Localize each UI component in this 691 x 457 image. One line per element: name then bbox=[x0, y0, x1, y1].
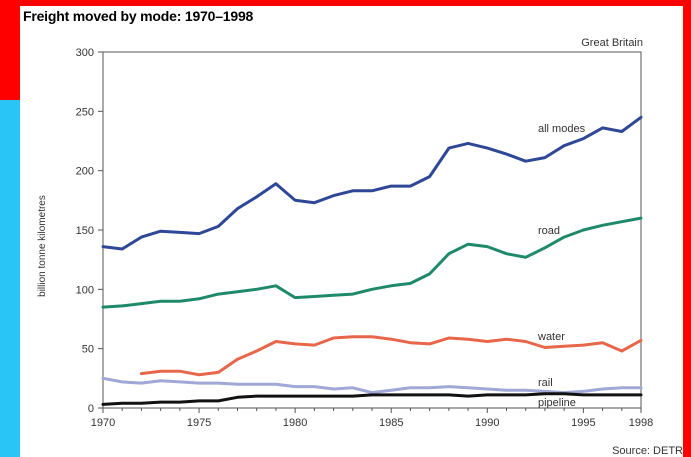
series-label-rail: rail bbox=[538, 377, 553, 389]
y-axis-label: billion tonne kilometres bbox=[37, 195, 48, 297]
x-tick-label: 1975 bbox=[187, 417, 211, 429]
series-line-water bbox=[139, 335, 643, 377]
series-label-pipeline: pipeline bbox=[538, 397, 576, 409]
x-tick-label: 1970 bbox=[91, 417, 115, 429]
y-tick-label: 50 bbox=[82, 344, 94, 356]
series-label-water: water bbox=[537, 331, 565, 343]
series-line-all-modes bbox=[101, 115, 643, 251]
y-tick-label: 200 bbox=[76, 166, 94, 178]
x-tick-label: 1980 bbox=[283, 417, 307, 429]
plot-frame bbox=[102, 51, 642, 409]
chart-source: Source: DETR bbox=[612, 445, 683, 457]
right-frame-border bbox=[683, 0, 691, 457]
y-tick-label: 0 bbox=[88, 403, 94, 415]
series-label-road: road bbox=[538, 225, 560, 237]
chart-subtitle: Great Britain bbox=[581, 37, 643, 49]
series-line-pipeline bbox=[101, 392, 643, 406]
y-tick-label: 250 bbox=[76, 106, 94, 118]
series-line-road bbox=[101, 216, 643, 309]
x-tick-label: 1985 bbox=[379, 417, 403, 429]
line-chart: Great Britain Source: DETR billion tonne… bbox=[37, 37, 683, 457]
x-tick-label: 1998 bbox=[629, 417, 653, 429]
series-line-rail bbox=[101, 376, 643, 395]
y-tick-label: 100 bbox=[76, 284, 94, 296]
y-tick-label: 300 bbox=[76, 47, 94, 59]
y-tick-label: 150 bbox=[76, 225, 94, 237]
x-tick-label: 1990 bbox=[475, 417, 499, 429]
x-tick-label: 1995 bbox=[571, 417, 595, 429]
blue-frame-border bbox=[0, 100, 20, 457]
chart-title: Freight moved by mode: 1970–1998 bbox=[23, 8, 254, 24]
chart-panel: Freight moved by mode: 1970–1998 Great B… bbox=[20, 6, 683, 457]
series-label-all-modes: all modes bbox=[538, 123, 586, 135]
